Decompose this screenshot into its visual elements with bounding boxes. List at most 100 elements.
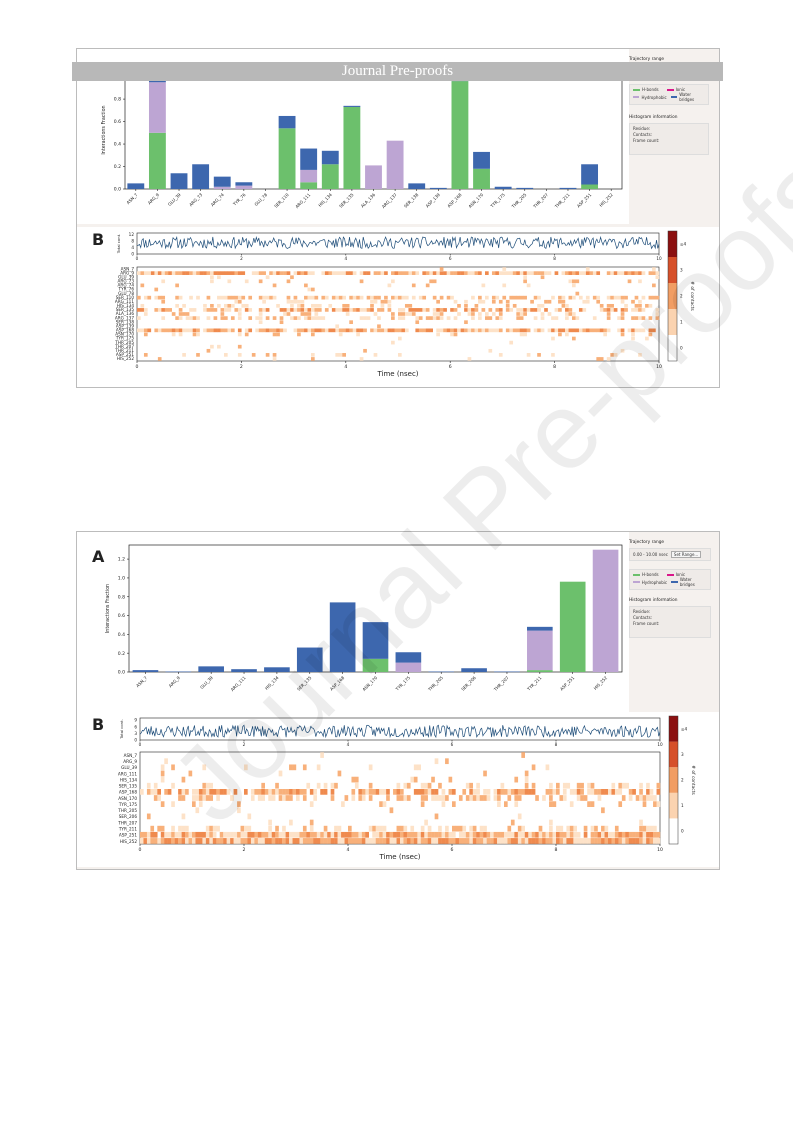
line-plot-frame [136,232,660,255]
heatmap-cell [255,271,259,275]
heatmap-cell [185,831,189,838]
bar-segment [235,185,253,189]
heatmap-cell [282,789,286,795]
heatmap-cell [652,295,656,300]
heatmap-cell [559,838,564,844]
heatmap-cell [485,295,489,300]
heatmap-cell [297,308,301,312]
heatmap-cell [431,789,435,795]
heatmap-cell [559,825,564,832]
heatmap-cell [410,825,415,832]
heatmap-cell [396,825,401,832]
set-range-button[interactable]: Set Range... [670,551,702,558]
heatmap-cell [471,316,475,320]
heatmap-cell [302,795,307,801]
heatmap-cell [601,838,605,844]
heatmap-cell [589,328,594,333]
heatmap-cell [434,758,439,765]
heatmap-cell [262,308,266,312]
heatmap-cell [521,825,525,832]
heatmap-cell [434,795,439,801]
heatmap-cell [195,838,200,844]
heatmap-cell [420,838,425,844]
heatmap-cell [431,838,435,844]
heatmap-cell [415,271,420,275]
heatmap-cell [572,336,576,341]
heatmap-cell [403,782,408,789]
heatmap-cell [497,801,501,807]
heatmap-cell [646,789,650,795]
heatmap-cell [237,316,242,320]
heatmap-cell [590,825,595,832]
heatmap-cell [157,789,161,795]
heatmap-cell [592,328,597,333]
heatmap-cell [247,813,252,820]
bar-segment [300,169,318,183]
heatmap-cell [443,328,447,333]
heatmap-cell [517,813,522,820]
heatmap-cell [181,795,186,801]
heatmap-cell [538,825,543,832]
heatmap-cell [603,332,607,337]
heatmap-cell [401,328,406,333]
heatmap-cell [457,328,461,333]
heatmap-cell [279,271,284,275]
bar-segment [213,176,231,187]
heatmap-cell [146,831,151,838]
heatmap-cell [178,825,182,832]
line-y-tick-label: 12 [129,232,135,237]
heatmap-cell [286,295,291,300]
heatmap-cell [195,807,200,814]
heatmap-cell [181,838,186,844]
bar-segment [343,105,361,107]
line-y-tick-label: 0 [134,738,137,743]
heatmap-cell [631,308,635,312]
heatmap-cell [268,789,272,795]
heatmap-cell [639,789,643,795]
heatmap-cell [486,831,491,838]
heatmap-cell [533,316,538,320]
heatmap-cell [363,316,367,320]
heatmap-cell [627,271,632,275]
heatmap-cell [393,831,397,838]
heatmap-cell [233,838,238,844]
heatmap-row-label: HIS_252 [117,356,134,361]
heatmap-cell [299,789,304,795]
heatmap-cell [610,295,614,300]
heatmap-cell [610,353,614,357]
heatmap-cell [189,271,193,275]
heatmap-cell [483,795,487,801]
heatmap-cell [247,831,252,838]
heatmap-cell [632,831,636,838]
heatmap-cell [483,825,487,832]
line-y-axis-label: Total cont. [119,719,124,740]
heatmap-cell [261,795,265,801]
heatmap-cell [240,825,245,832]
heatmap-cell [448,776,453,783]
heatmap-cell [655,295,660,300]
heatmap-cell [505,308,510,312]
heatmap-cell [178,316,183,320]
heatmap-cell [297,328,301,333]
heatmap-cell [292,838,297,844]
heatmap-cell [538,831,543,838]
heatmap-cell [655,308,660,312]
heatmap-cell [547,299,552,304]
heatmap-cell [641,271,646,275]
heatmap-cell [481,299,486,304]
heatmap-cell [254,831,259,838]
heatmap-cell [549,831,553,838]
heatmap-cell [568,295,573,300]
heatmap-cell [205,795,210,801]
heatmap-cell [167,838,172,844]
heatmap-cell [157,825,161,832]
heatmap-row-label: GLU_39 [121,765,137,770]
heatmap-cell [420,831,425,838]
heatmap-cell [293,316,298,320]
heatmap-cell [610,308,614,312]
heatmap-cell [652,283,656,288]
heatmap-cell [230,271,235,275]
heatmap-cell [380,308,385,312]
heatmap-cell [205,838,210,844]
heatmap-cell [632,838,636,844]
